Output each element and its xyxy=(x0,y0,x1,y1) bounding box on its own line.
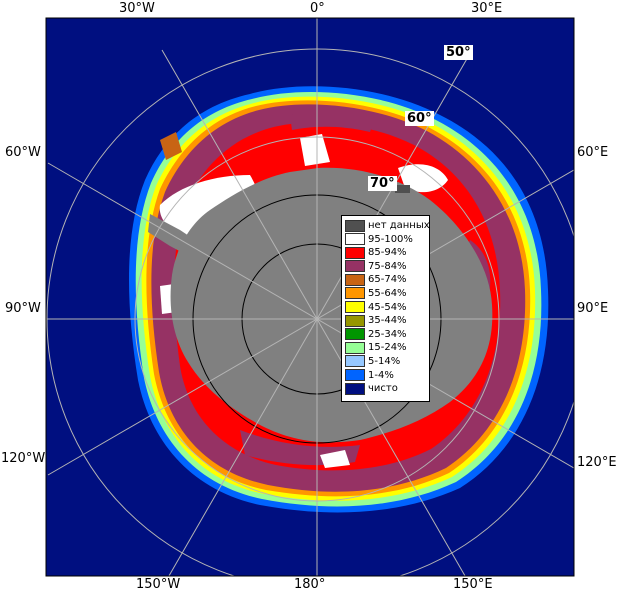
legend-swatch xyxy=(345,287,365,300)
legend-item: 45-54% xyxy=(345,301,427,314)
legend-swatch xyxy=(345,369,365,382)
legend-item: 1-4% xyxy=(345,369,427,382)
legend-label: 55-64% xyxy=(368,287,407,299)
legend-label: 15-24% xyxy=(368,342,407,354)
lat-label-60: 60° xyxy=(405,111,434,126)
legend-label: 65-74% xyxy=(368,274,407,286)
legend-item: 15-24% xyxy=(345,341,427,354)
legend-swatch xyxy=(345,355,365,368)
legend-label: 1-4% xyxy=(368,369,394,381)
legend-label: 25-34% xyxy=(368,328,407,340)
legend-item: 85-94% xyxy=(345,246,427,259)
lat-label-70: 70° xyxy=(368,176,397,191)
legend-item: 55-64% xyxy=(345,287,427,300)
antarctic-peninsula xyxy=(148,214,210,262)
legend-swatch xyxy=(345,246,365,259)
lon-label-90w: 90°W xyxy=(5,301,41,316)
legend-label: 45-54% xyxy=(368,301,407,313)
lon-label-60w: 60°W xyxy=(5,145,41,160)
ice-orange-patch-west xyxy=(160,132,182,160)
legend-swatch xyxy=(345,233,365,246)
lon-label-90e: 90°E xyxy=(577,301,609,316)
legend-item: 95-100% xyxy=(345,233,427,246)
no-data-pole xyxy=(395,185,410,193)
legend-item: 25-34% xyxy=(345,328,427,341)
legend-label: нет данных xyxy=(368,220,430,231)
legend-item: 5-14% xyxy=(345,355,427,368)
lon-label-30e: 30°E xyxy=(471,1,503,16)
legend-item: 65-74% xyxy=(345,273,427,286)
map-frame xyxy=(45,17,575,577)
lon-label-60e: 60°E xyxy=(577,145,609,160)
lon-label-150e: 150°E xyxy=(453,577,493,592)
legend-swatch xyxy=(345,341,365,354)
legend-swatch xyxy=(345,219,365,232)
graticule xyxy=(46,18,574,576)
lon-label-120w: 120°W xyxy=(1,451,46,466)
lon-label-120e: 120°E xyxy=(577,455,617,470)
legend-label: 95-100% xyxy=(368,233,413,245)
white-ice-north xyxy=(300,134,330,166)
legend-label: 85-94% xyxy=(368,247,407,259)
ice-purple-patch-north xyxy=(290,110,375,132)
lon-label-180: 180° xyxy=(294,577,326,592)
lon-label-30w: 30°W xyxy=(119,1,155,16)
legend-item: чисто xyxy=(345,382,427,395)
legend-swatch xyxy=(345,260,365,273)
legend-swatch xyxy=(345,328,365,341)
lon-label-150w: 150°W xyxy=(136,577,181,592)
lon-label-0: 0° xyxy=(310,1,325,16)
legend-swatch xyxy=(345,301,365,314)
legend-swatch xyxy=(345,382,365,395)
legend-swatch xyxy=(345,273,365,286)
legend-item: нет данных xyxy=(345,219,430,232)
legend-swatch xyxy=(345,314,365,327)
meridian-60e-120w xyxy=(47,169,574,476)
legend-label: 35-44% xyxy=(368,315,407,327)
legend-label: 75-84% xyxy=(368,260,407,272)
concentration-legend: нет данных 95-100% 85-94% 75-84% 65-74% 55-64… xyxy=(341,215,430,402)
white-ice-east xyxy=(398,164,448,193)
legend-label: чисто xyxy=(368,383,398,395)
lat-label-50: 50° xyxy=(444,45,473,60)
legend-item: 35-44% xyxy=(345,314,427,327)
legend-item: 75-84% xyxy=(345,260,427,273)
legend-label: 5-14% xyxy=(368,355,401,367)
white-ice-ross xyxy=(320,450,350,468)
